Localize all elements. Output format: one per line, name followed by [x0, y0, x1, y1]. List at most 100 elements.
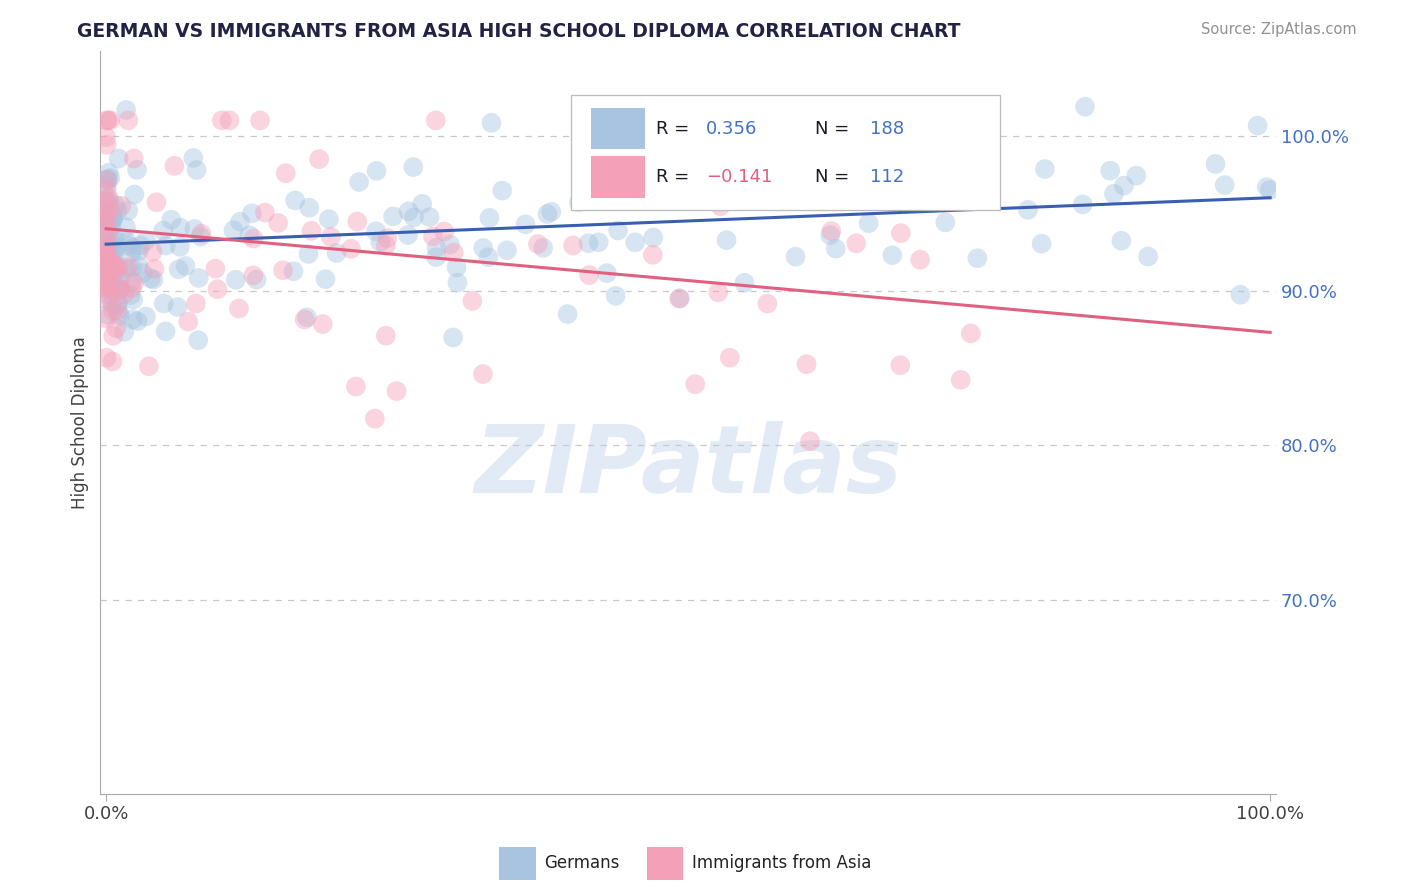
Point: [112, 325, 135, 339]
Text: GERMAN VS IMMIGRANTS FROM ASIA HIGH SCHOOL DIPLOMA CORRELATION CHART: GERMAN VS IMMIGRANTS FROM ASIA HIGH SCHO…: [77, 22, 960, 41]
Point: [238, 228, 260, 243]
Point: [882, 248, 904, 262]
Point: [108, 309, 131, 323]
Text: R =: R =: [657, 168, 696, 186]
Point: [96, 250, 118, 264]
Point: [228, 301, 250, 316]
Point: [97, 172, 120, 186]
Point: [796, 357, 818, 371]
Point: [104, 264, 127, 278]
Point: [96, 210, 118, 224]
Point: [121, 281, 143, 295]
Point: [641, 248, 664, 262]
Point: [716, 233, 738, 247]
Point: [966, 251, 988, 265]
Point: [132, 266, 155, 280]
Point: [97, 265, 120, 279]
Point: [382, 210, 405, 224]
Point: [112, 287, 135, 301]
Point: [98, 239, 121, 253]
Point: [160, 212, 183, 227]
Point: [155, 325, 177, 339]
Point: [96, 237, 118, 252]
Point: [707, 285, 730, 300]
Point: [101, 236, 124, 251]
Point: [97, 173, 120, 187]
Point: [103, 247, 125, 261]
Point: [433, 225, 456, 239]
Point: [96, 130, 118, 145]
Point: [97, 252, 120, 267]
Point: [1102, 186, 1125, 201]
Point: [402, 211, 425, 225]
Point: [103, 276, 125, 290]
Point: [96, 244, 118, 259]
Point: [374, 238, 396, 252]
Point: [98, 265, 121, 279]
Point: [1071, 197, 1094, 211]
Point: [718, 351, 741, 365]
Point: [115, 103, 138, 117]
Point: [284, 194, 307, 208]
Point: [572, 174, 595, 188]
Point: [536, 207, 558, 221]
Y-axis label: High School Diploma: High School Diploma: [72, 335, 89, 508]
Point: [318, 212, 340, 227]
Text: Germans: Germans: [544, 855, 620, 872]
Point: [107, 284, 129, 298]
Point: [128, 259, 150, 273]
Point: [267, 216, 290, 230]
Point: [183, 222, 205, 236]
Point: [107, 204, 129, 219]
Point: [166, 300, 188, 314]
Point: [98, 260, 121, 274]
Point: [96, 211, 118, 226]
Point: [96, 137, 118, 152]
Point: [169, 220, 191, 235]
Point: [122, 276, 145, 290]
FancyBboxPatch shape: [591, 108, 645, 150]
Point: [104, 198, 127, 212]
Point: [103, 329, 125, 343]
Point: [311, 317, 333, 331]
Point: [889, 358, 911, 372]
Point: [108, 282, 131, 296]
Point: [274, 166, 297, 180]
Point: [103, 235, 125, 249]
Point: [190, 229, 212, 244]
Point: [890, 226, 912, 240]
Point: [101, 303, 124, 318]
Point: [97, 264, 120, 278]
Point: [402, 160, 425, 174]
Point: [96, 253, 118, 268]
Point: [799, 434, 821, 449]
Point: [96, 260, 118, 274]
Point: [117, 203, 139, 218]
Point: [96, 271, 118, 285]
Point: [1229, 287, 1251, 301]
Point: [411, 197, 433, 211]
Point: [425, 113, 447, 128]
Text: N =: N =: [815, 168, 855, 186]
Point: [366, 164, 388, 178]
Point: [1031, 236, 1053, 251]
Point: [96, 293, 118, 307]
Point: [294, 312, 316, 326]
Point: [105, 303, 128, 318]
Text: 188: 188: [870, 120, 904, 137]
Text: ZIPatlas: ZIPatlas: [474, 421, 903, 513]
Point: [101, 211, 124, 226]
Point: [127, 244, 149, 259]
Point: [96, 214, 118, 228]
Point: [595, 128, 617, 142]
Point: [624, 235, 647, 250]
Point: [1256, 180, 1278, 194]
Point: [122, 241, 145, 255]
Point: [211, 113, 233, 128]
Point: [253, 205, 276, 219]
Point: [96, 282, 118, 296]
Point: [240, 206, 263, 220]
Point: [98, 113, 121, 128]
Text: Immigrants from Asia: Immigrants from Asia: [692, 855, 872, 872]
Point: [97, 225, 120, 239]
